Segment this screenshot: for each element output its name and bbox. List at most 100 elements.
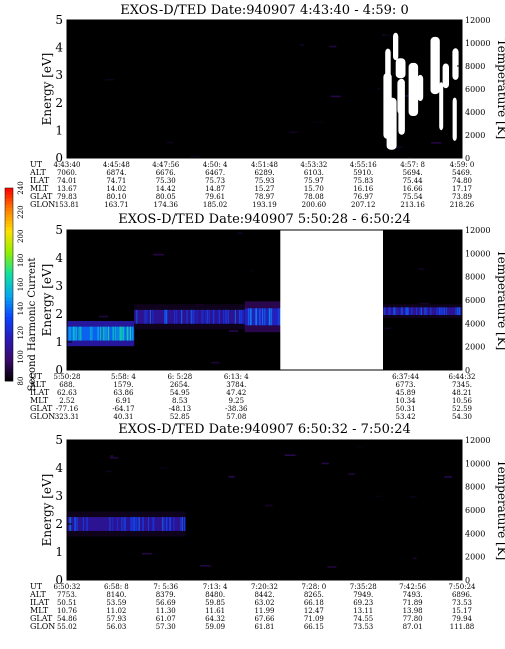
heatmap-cell <box>101 577 110 579</box>
heatmap-cell <box>139 577 147 579</box>
heatmap-cell <box>359 577 363 580</box>
heatmap-cell <box>419 302 429 305</box>
table-cell: 57.08 <box>226 413 246 421</box>
colorbar-segment <box>5 204 13 208</box>
heatmap-cell <box>68 20 73 23</box>
colorbar-segment <box>5 194 13 199</box>
band-streak <box>97 326 99 341</box>
band-streak <box>131 517 133 531</box>
heatmap-cell <box>200 114 206 116</box>
heatmap-cell <box>441 344 451 346</box>
heatmap-cell <box>431 131 442 133</box>
table-cell: 56.03 <box>106 623 126 631</box>
colorbar-segment <box>5 371 13 375</box>
heatmap-cell <box>190 281 200 284</box>
heatmap-cell <box>370 464 381 467</box>
heatmap-cell <box>358 151 363 154</box>
colorbar-segment <box>5 252 13 256</box>
table-cell: 52.85 <box>170 413 190 421</box>
band-streak <box>262 308 264 326</box>
table-row-name: UT <box>30 372 43 381</box>
band-streak <box>225 309 227 324</box>
heatmap-cell <box>410 281 417 284</box>
colorbar-tick-label: 220 <box>17 205 25 218</box>
y2-tick-label: 2000 <box>465 131 485 140</box>
heatmap-cell <box>99 260 109 262</box>
table-row-name: ILAT <box>30 176 50 185</box>
table-cell: 57.93 <box>106 615 126 623</box>
band-streak <box>225 309 228 324</box>
table-cell: 75.30 <box>156 177 176 185</box>
table-cell: 5:58: 4 <box>111 373 136 381</box>
heatmap-cell <box>208 514 211 516</box>
table-cell: 56.69 <box>156 599 176 607</box>
y-tick-label: 1 <box>55 335 63 349</box>
band-streak <box>91 326 93 341</box>
band-streak <box>108 326 110 341</box>
band-streak <box>404 307 407 316</box>
heatmap-cell <box>192 60 199 62</box>
heatmap-cell <box>116 481 123 483</box>
band-streak <box>181 309 183 324</box>
table-cell: 75.54 <box>403 193 424 201</box>
band-streak <box>205 309 207 324</box>
heatmap-cell <box>184 238 189 240</box>
heatmap-cell <box>245 492 253 494</box>
heatmap-cell <box>271 247 274 250</box>
heatmap-cell <box>129 51 141 54</box>
band-streak <box>441 307 443 316</box>
table-cell: 67.66 <box>254 615 275 623</box>
heatmap-cell <box>112 234 117 237</box>
heatmap-cell <box>228 476 235 478</box>
heatmap-cell <box>146 350 156 353</box>
band-streak <box>165 517 168 531</box>
y2-axis-label: Temperature [K] <box>495 39 505 140</box>
heatmap-cell <box>92 120 100 122</box>
heatmap-cell <box>447 483 458 486</box>
colorbar-segment <box>5 294 13 298</box>
heatmap-cell <box>279 142 289 144</box>
heatmap-cell <box>105 361 115 364</box>
band-streak <box>240 309 242 324</box>
heatmap-cell <box>446 144 454 147</box>
colorbar-segment <box>5 374 13 379</box>
heatmap-area <box>67 230 462 370</box>
table-cell: -48.13 <box>169 405 191 413</box>
heatmap-cell <box>361 460 368 462</box>
heatmap-cell <box>254 349 260 352</box>
band-streak <box>121 326 123 341</box>
heatmap-cell <box>234 61 239 64</box>
heatmap-cell <box>375 495 383 498</box>
table-cell: 12.47 <box>304 607 324 615</box>
band-streak <box>227 309 229 324</box>
heatmap-cell <box>386 156 396 158</box>
heatmap-cell <box>85 84 92 86</box>
table-cell: 7345. <box>452 381 472 389</box>
band-streak <box>180 517 182 531</box>
table-cell: 6: 5:28 <box>167 373 192 381</box>
heatmap-cell <box>69 357 75 360</box>
heatmap-cell <box>344 121 347 123</box>
heatmap-cell <box>358 529 368 532</box>
heatmap-cell <box>304 519 310 522</box>
table-cell: 7060. <box>57 169 77 177</box>
table-row-name: MLT <box>30 606 49 615</box>
table-cell: 4:45:48 <box>103 161 130 169</box>
heatmap-cell <box>227 547 237 550</box>
y2-axis-label: Temperature [K] <box>495 460 505 561</box>
colorbar-segment <box>5 249 13 253</box>
table-cell: 47.42 <box>226 389 246 397</box>
band-streak <box>121 517 123 531</box>
heatmap-cell <box>150 331 157 333</box>
heatmap-cell <box>162 249 173 251</box>
colorbar-segment <box>5 345 13 350</box>
heatmap-cell <box>222 290 229 292</box>
colorbar-segment <box>5 200 13 205</box>
band-streak <box>89 326 92 341</box>
heatmap-cell <box>109 457 119 459</box>
heatmap-cell <box>167 141 174 144</box>
heatmap-cell <box>425 269 435 271</box>
table-cell: 48.21 <box>452 389 472 397</box>
heatmap-cell <box>418 268 425 270</box>
colorbar-segment <box>5 233 13 237</box>
